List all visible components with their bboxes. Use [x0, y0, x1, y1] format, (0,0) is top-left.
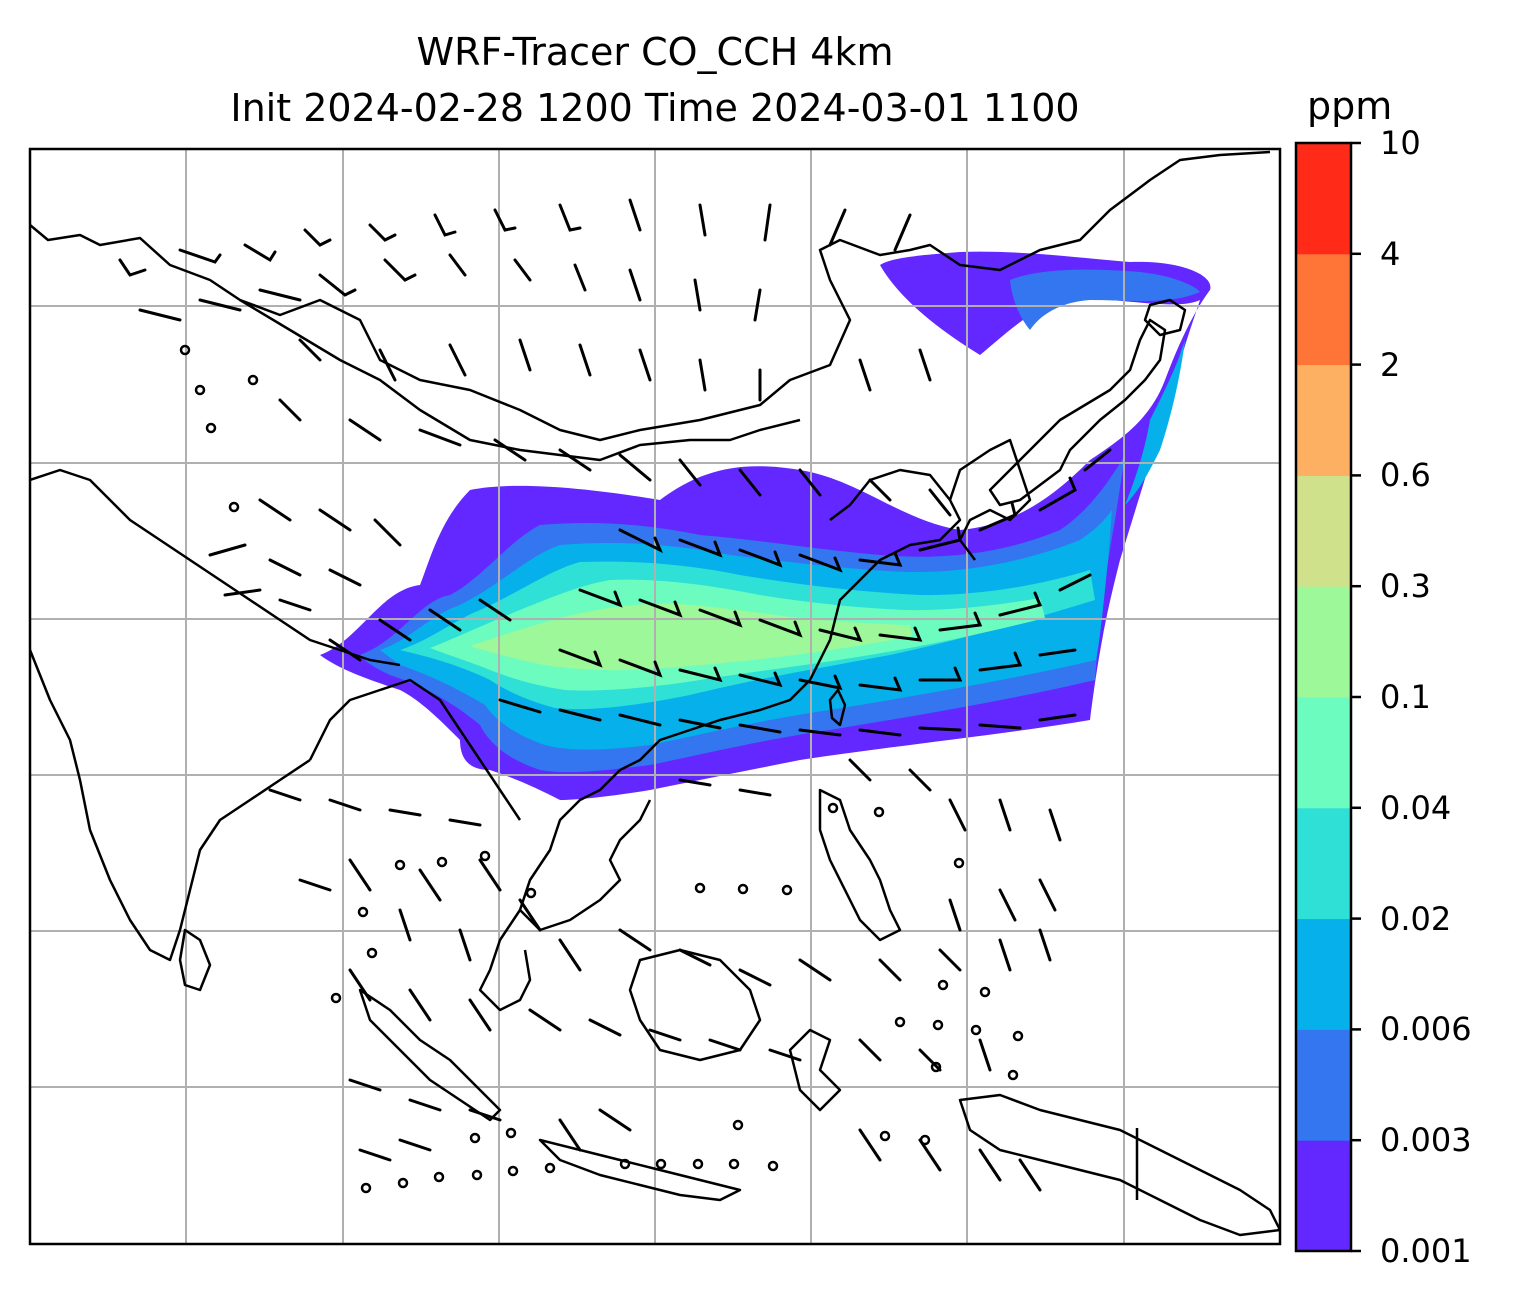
colorbar-tick-label: 0.001 [1380, 1232, 1472, 1270]
colorbar-tick-label: 10 [1380, 124, 1421, 162]
calm-wind-circles [179, 344, 1024, 1194]
colorbar-band [1296, 1140, 1351, 1252]
map-frame [28, 147, 1282, 1246]
colorbar-band [1296, 918, 1351, 1030]
border-north [30, 150, 1271, 442]
colorbar-band [1296, 364, 1351, 476]
colorbar-band [1296, 1029, 1351, 1141]
coast-taiwan [828, 688, 847, 727]
colorbar-tick-label: 0.003 [1380, 1121, 1472, 1160]
colorbar-tick-label: 0.006 [1380, 1010, 1472, 1049]
coastlines [30, 150, 1280, 1237]
map-gridlines [30, 149, 1280, 1244]
coast-sumatra [358, 988, 502, 1122]
colorbar-tick-label: 0.02 [1380, 899, 1452, 938]
coast-korea [948, 438, 1032, 561]
map-title-line2: Init 2024-02-28 1200 Time 2024-03-01 110… [230, 86, 1080, 130]
colorbar-unit-label: ppm [1307, 84, 1393, 128]
map-panel [30, 149, 1280, 1244]
border-myanmar [308, 678, 522, 821]
coast-java [538, 1138, 742, 1202]
coast-sulawesi [788, 1028, 842, 1112]
coast-srilanka [178, 928, 212, 992]
colorbar-band [1296, 475, 1351, 587]
coast-new-guinea [958, 1093, 1280, 1237]
coast-malay [478, 909, 532, 1012]
colorbar-band [1296, 253, 1351, 366]
colorbar-band [1296, 807, 1351, 920]
map-title-line1: WRF-Tracer CO_CCH 4km [416, 30, 894, 74]
coast-japan [988, 318, 1167, 507]
colorbar [1294, 141, 1361, 1253]
border-mongolia [239, 298, 801, 462]
coast-china-east [619, 468, 962, 772]
colorbar-band [1296, 697, 1351, 809]
tracer-plume [320, 251, 1211, 801]
colorbar-band [1296, 586, 1351, 698]
plume-arm-north [1010, 269, 1200, 330]
coast-india [30, 649, 311, 962]
colorbar-tick-label: 0.1 [1380, 678, 1431, 716]
plume-band-0.1 [470, 603, 912, 671]
colorbar-tick-label: 0.04 [1380, 788, 1452, 827]
colorbar-tick-label: 0.6 [1380, 456, 1431, 495]
wind-barbs [118, 198, 1112, 1192]
colorbar-tick-label: 0.3 [1380, 567, 1431, 606]
colorbar-tick-label: 2 [1380, 345, 1401, 384]
colorbar-tick-label: 4 [1380, 234, 1401, 273]
coast-hokkaido [1143, 298, 1187, 337]
coast-philippines [818, 788, 902, 942]
colorbar-band [1296, 143, 1351, 255]
border-himalaya [30, 468, 401, 667]
